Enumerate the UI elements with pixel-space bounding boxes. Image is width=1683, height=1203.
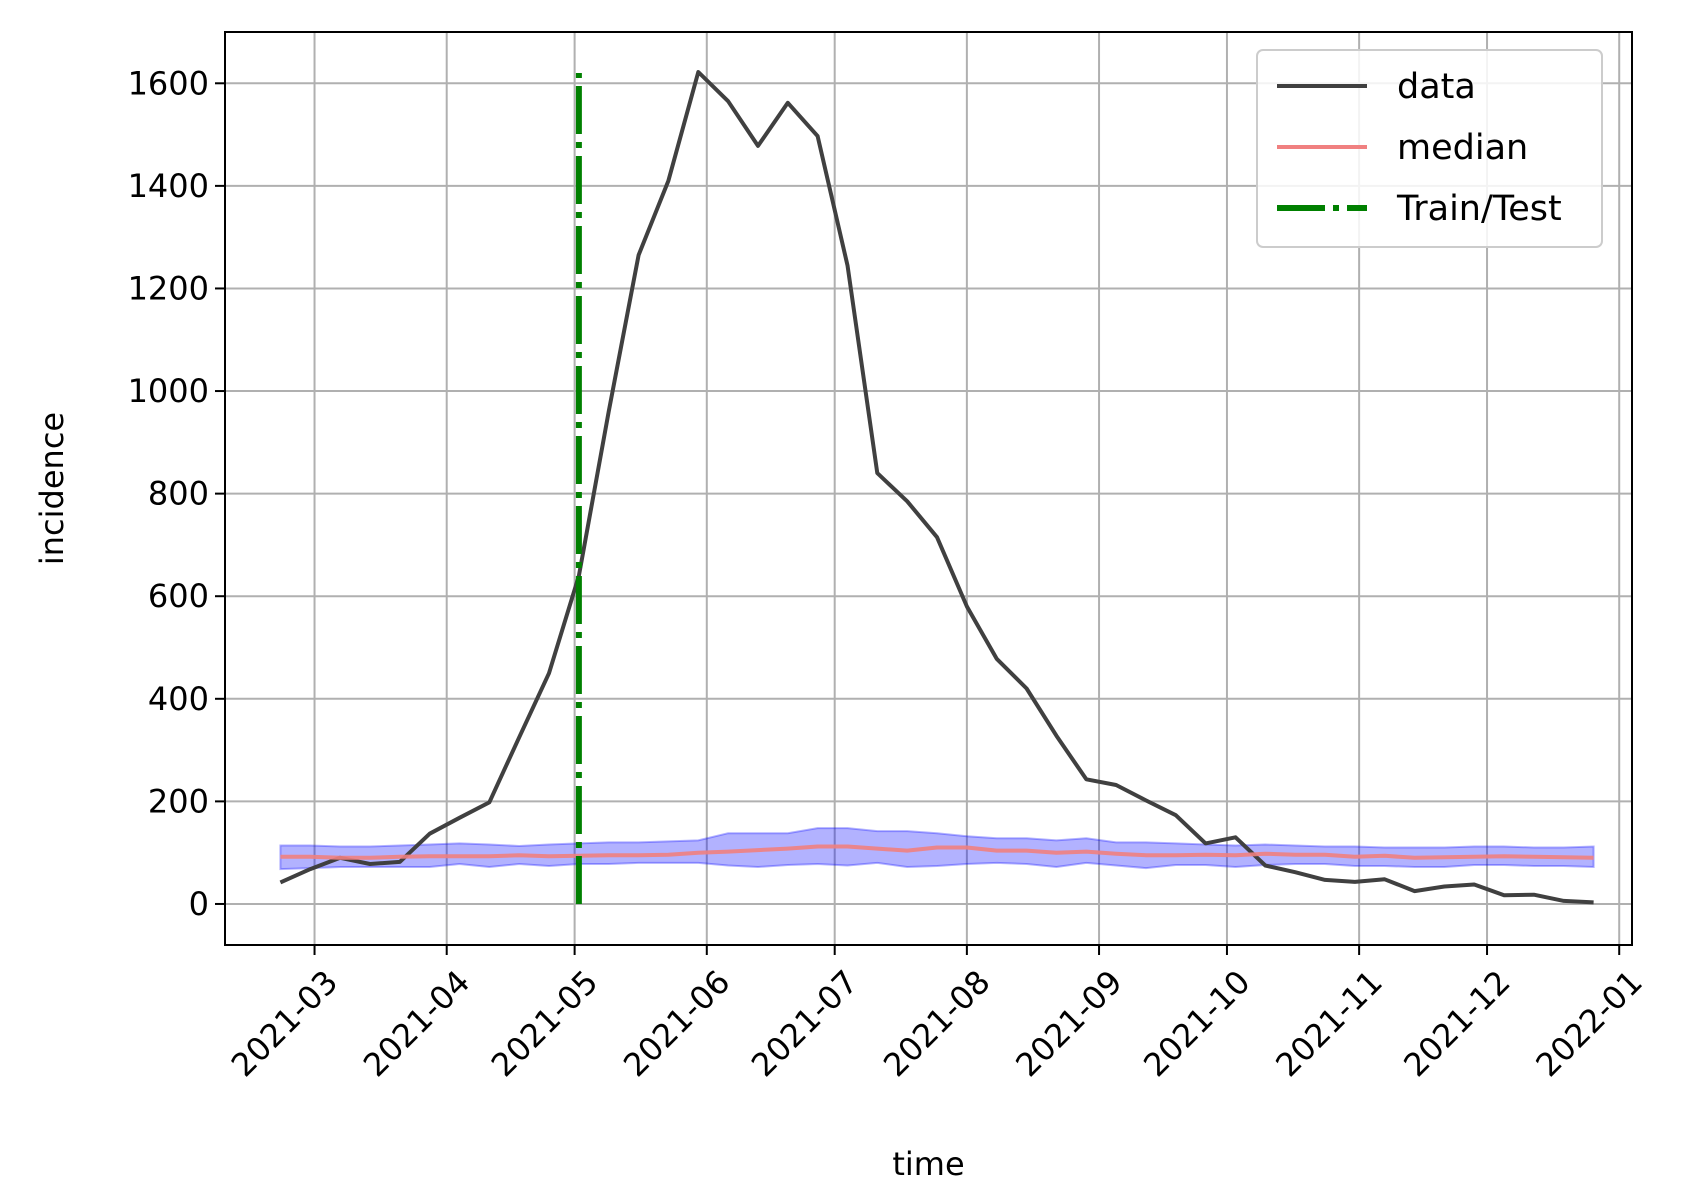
legend-train-test-label: Train/Test — [1396, 189, 1562, 229]
plot-frame — [224, 31, 1633, 946]
x-axis-label: time — [892, 1145, 964, 1183]
series-median-line — [280, 844, 1594, 860]
y-tick-label: 1600 — [128, 64, 209, 102]
legend: data median Train/Test — [1256, 49, 1603, 248]
y-tick-label: 1200 — [128, 269, 209, 307]
y-tick-label: 800 — [148, 475, 209, 513]
y-tick-label: 1400 — [128, 167, 209, 205]
y-tick-label: 0 — [189, 885, 209, 923]
y-tick-label: 600 — [148, 577, 209, 615]
y-tick-label: 1000 — [128, 372, 209, 410]
legend-box — [1256, 49, 1603, 248]
series-data-line — [279, 70, 1594, 905]
y-axis-label: incidence — [33, 412, 71, 565]
legend-data-label: data — [1397, 67, 1476, 107]
y-axis: 0 200 400 600 800 1000 1200 1400 1600 — [128, 64, 225, 923]
y-tick-label: 400 — [148, 680, 209, 718]
plot-lines — [279, 70, 1594, 905]
y-tick-label: 200 — [148, 782, 209, 820]
legend-median-label: median — [1397, 128, 1528, 168]
